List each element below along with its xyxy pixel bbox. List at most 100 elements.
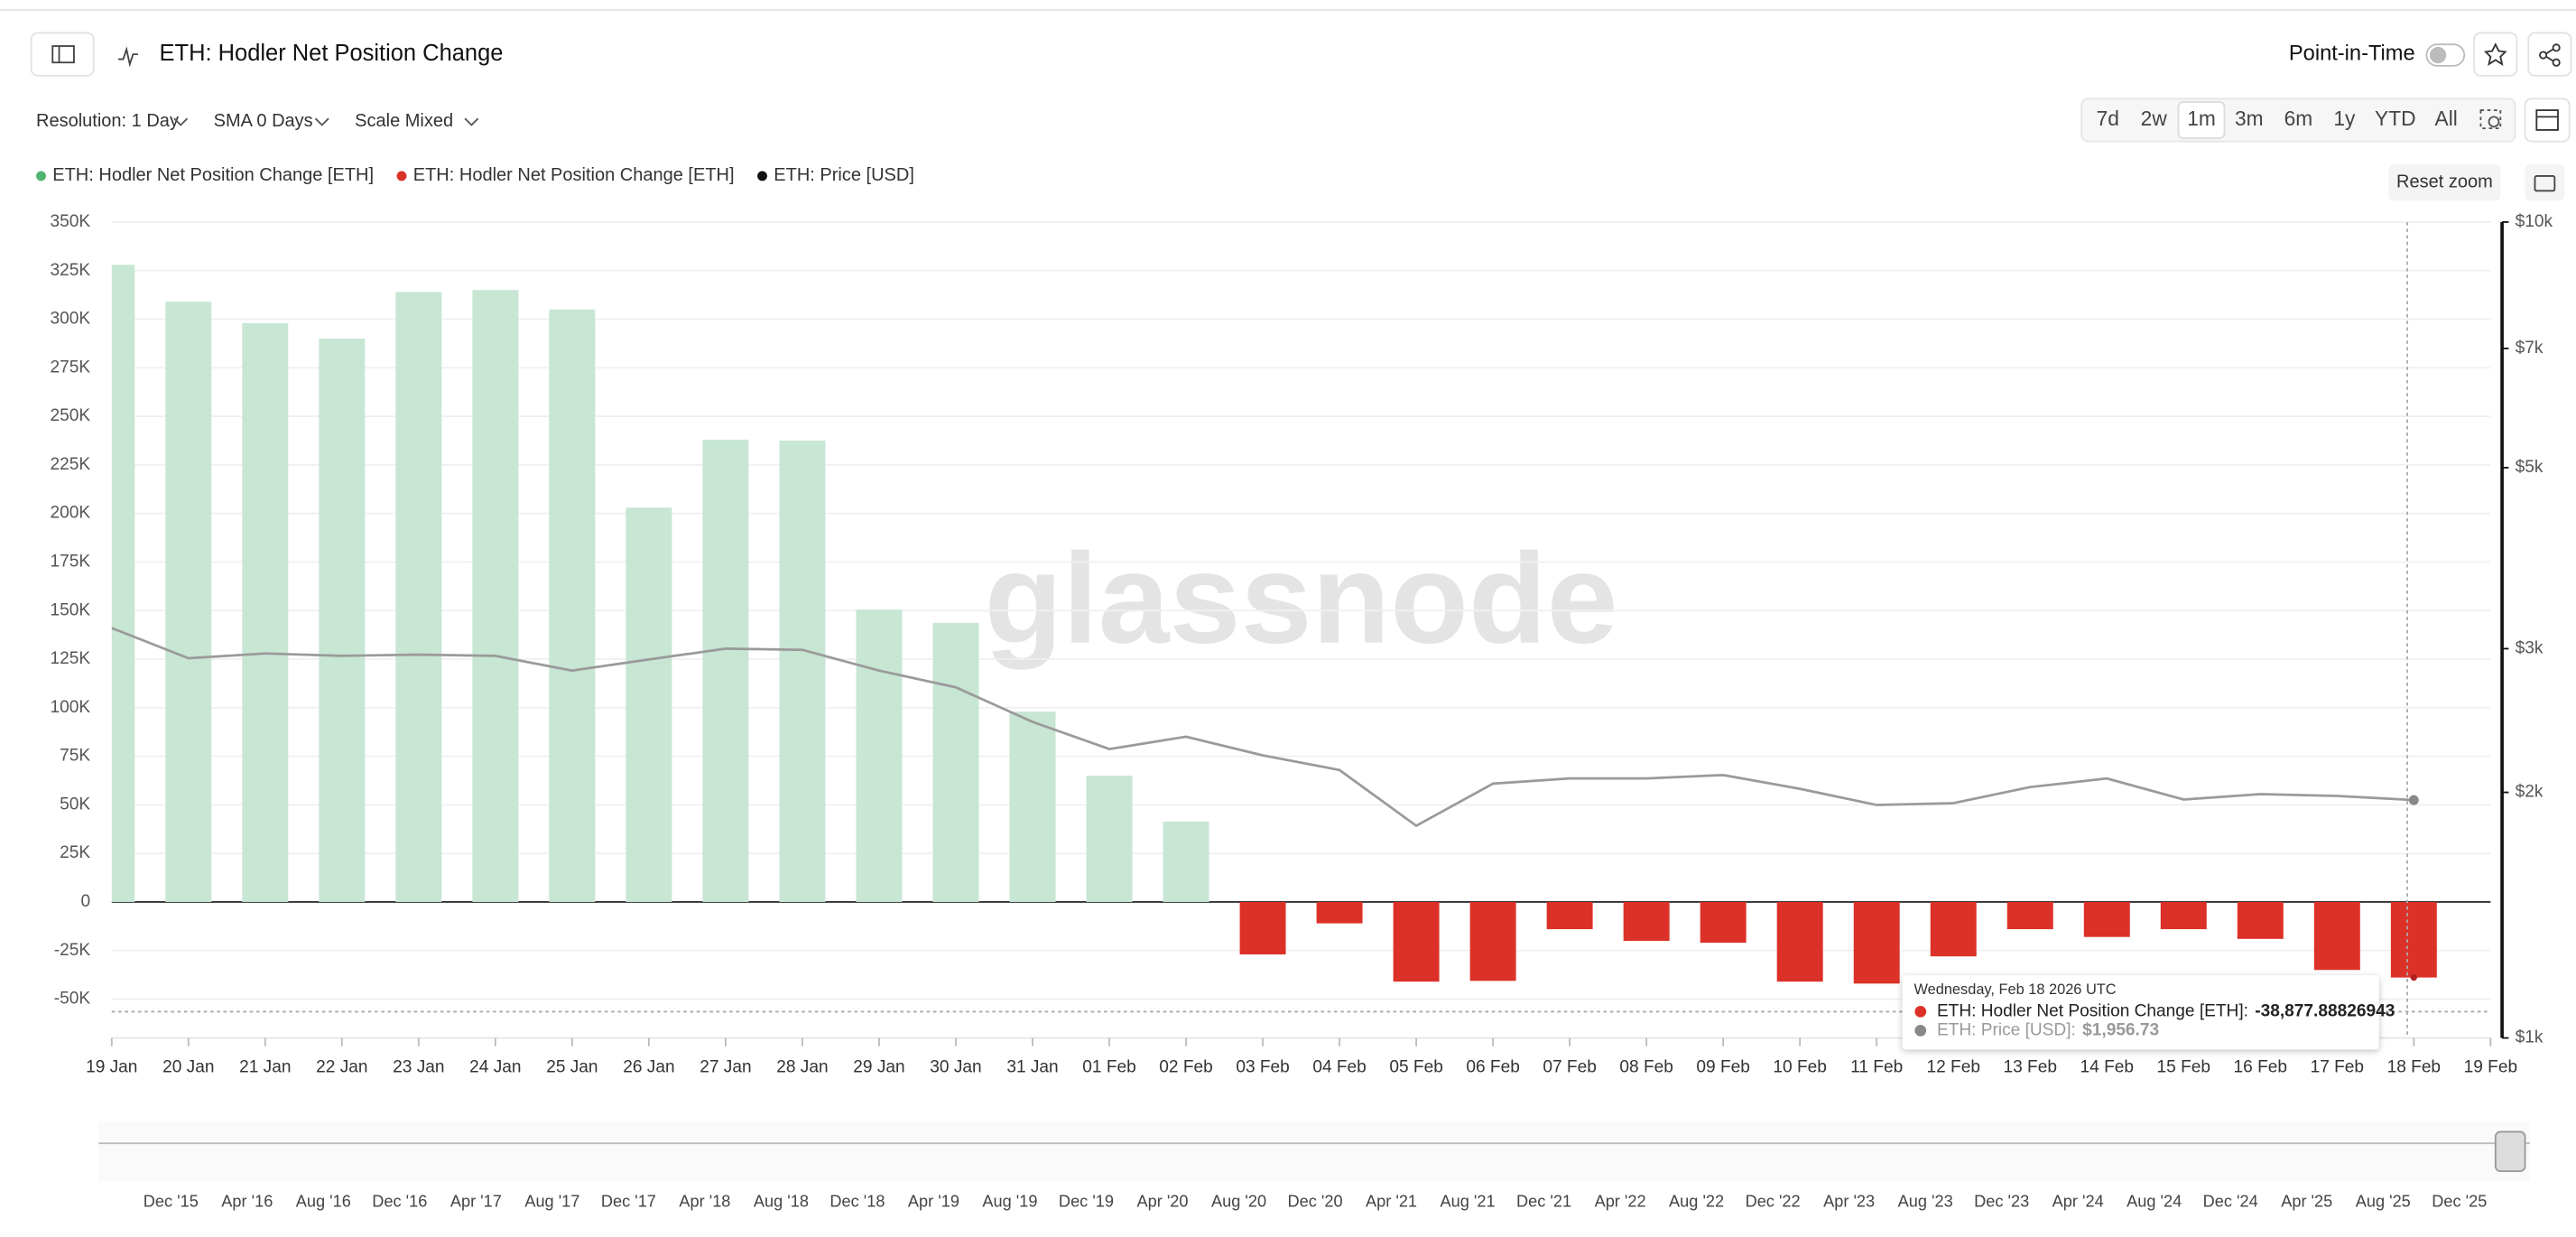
x-tick-label: 29 Jan <box>853 1057 904 1076</box>
range-button[interactable]: All <box>2435 107 2458 130</box>
watermark: glassnode <box>985 527 1618 671</box>
legend-label[interactable]: ETH: Hodler Net Position Change [ETH] <box>52 165 374 185</box>
bar <box>111 265 135 902</box>
bar <box>165 302 212 902</box>
x-tick-label: 02 Feb <box>1159 1057 1212 1076</box>
range-button[interactable]: 1m <box>2187 107 2216 130</box>
range-button[interactable]: 1y <box>2333 107 2356 130</box>
bar <box>856 609 903 902</box>
navigator-label: Apr '25 <box>2281 1193 2332 1211</box>
x-tick-label: 28 Jan <box>776 1057 828 1076</box>
range-button[interactable]: 3m <box>2235 107 2264 130</box>
y-tick-label: 100K <box>50 698 90 717</box>
x-tick-label: 18 Feb <box>2387 1057 2441 1076</box>
x-tick-label: 19 Feb <box>2464 1057 2517 1076</box>
x-tick-label: 16 Feb <box>2234 1057 2287 1076</box>
bar <box>395 292 442 902</box>
x-tick-label: 27 Jan <box>700 1057 751 1076</box>
calendar-button[interactable] <box>2524 98 2571 143</box>
bar <box>2390 901 2437 978</box>
x-tick-label: 31 Jan <box>1006 1057 1058 1076</box>
resolution-dropdown[interactable]: Resolution: 1 Day <box>36 111 179 131</box>
bar <box>1469 901 1516 981</box>
bar <box>1700 901 1747 944</box>
navigator-handle[interactable] <box>2494 1130 2526 1173</box>
chevron <box>173 117 189 126</box>
x-tick-label: 20 Jan <box>162 1057 214 1076</box>
range-button[interactable]: 6m <box>2284 107 2313 130</box>
x-tick-label: 01 Feb <box>1082 1057 1135 1076</box>
bar <box>1930 901 1977 957</box>
star-button[interactable] <box>2473 32 2518 77</box>
x-tick-label: 21 Jan <box>239 1057 291 1076</box>
x-tick-label: 10 Feb <box>1773 1057 1826 1076</box>
navigator-label: Dec '23 <box>1974 1193 2029 1211</box>
legend-label[interactable]: ETH: Hodler Net Position Change [ETH] <box>413 165 735 185</box>
zoom-icon[interactable] <box>2479 109 2502 130</box>
range-button[interactable]: 2w <box>2141 107 2168 130</box>
bar <box>1393 901 1440 982</box>
bar <box>1776 901 1823 982</box>
share-button[interactable] <box>2527 32 2572 77</box>
y-tick-label: 150K <box>50 600 90 619</box>
y-tick-label: 350K <box>50 212 90 231</box>
y2-tick-label: $5k <box>2516 458 2544 477</box>
legend-marker <box>396 171 407 181</box>
sidebar-icon <box>51 45 75 64</box>
bar <box>242 322 289 902</box>
reset-zoom-button[interactable] <box>2388 164 2501 201</box>
y-tick-label: 250K <box>50 406 90 425</box>
x-tick-label: 19 Jan <box>86 1057 137 1076</box>
navigator-label: Dec '24 <box>2203 1193 2258 1211</box>
y-tick-label: 25K <box>60 843 90 862</box>
y-tick-label: 0 <box>80 892 90 911</box>
navigator-label: Apr '21 <box>1366 1193 1417 1211</box>
navigator-label: Apr '23 <box>1823 1193 1875 1211</box>
range-button[interactable]: YTD <box>2375 107 2415 130</box>
navigator-label: Dec '17 <box>601 1193 656 1211</box>
tooltip-value: -38,877.88826943 <box>2255 1001 2395 1020</box>
navigator <box>98 1121 2531 1182</box>
toggle-label: Point-in-Time <box>2289 42 2415 65</box>
bar <box>1853 901 1900 984</box>
y-tick-label: 300K <box>50 310 90 329</box>
x-tick-label: 12 Feb <box>1926 1057 1979 1076</box>
sma-dropdown[interactable]: SMA 0 Days <box>214 111 313 131</box>
bar <box>2313 901 2360 971</box>
scale-dropdown[interactable]: Scale Mixed <box>355 111 453 131</box>
legend-label[interactable]: ETH: Price [USD] <box>774 165 914 185</box>
page-title: ETH: Hodler Net Position Change <box>160 41 504 66</box>
y-tick-label: 200K <box>50 504 90 523</box>
sidebar-button[interactable] <box>30 32 95 77</box>
tooltip-label: ETH: Price [USD]: <box>1937 1020 2076 1039</box>
camera-button[interactable] <box>2525 164 2565 201</box>
chevron <box>464 117 479 126</box>
camera-icon <box>2534 175 2556 192</box>
bar <box>2160 901 2207 930</box>
tooltip-title: Wednesday, Feb 18 2026 UTC <box>1913 981 2116 998</box>
range-button[interactable]: 7d <box>2097 107 2119 130</box>
navigator-label: Apr '18 <box>679 1193 730 1211</box>
bar <box>2237 901 2284 939</box>
navigator-label: Apr '24 <box>2052 1193 2104 1211</box>
bar <box>932 622 979 902</box>
y2-tick-label: $7k <box>2516 339 2544 358</box>
bar <box>702 439 749 902</box>
bar <box>319 339 366 902</box>
navigator-label: Aug '25 <box>2356 1193 2411 1211</box>
calendar-icon <box>2535 109 2559 131</box>
x-tick-label: 05 Feb <box>1389 1057 1442 1076</box>
x-tick-label: 23 Jan <box>393 1057 444 1076</box>
navigator-label: Dec '18 <box>829 1193 885 1211</box>
bar <box>2083 901 2130 937</box>
x-tick-label: 22 Jan <box>316 1057 367 1076</box>
x-tick-label: 11 Feb <box>1850 1057 1903 1076</box>
tooltip-marker <box>1914 1006 1927 1018</box>
x-tick-label: 24 Jan <box>469 1057 521 1076</box>
hover-point <box>2410 973 2417 981</box>
y-tick-label: 275K <box>50 358 90 377</box>
y-tick-label: -50K <box>54 990 91 1009</box>
bar <box>1163 821 1209 902</box>
